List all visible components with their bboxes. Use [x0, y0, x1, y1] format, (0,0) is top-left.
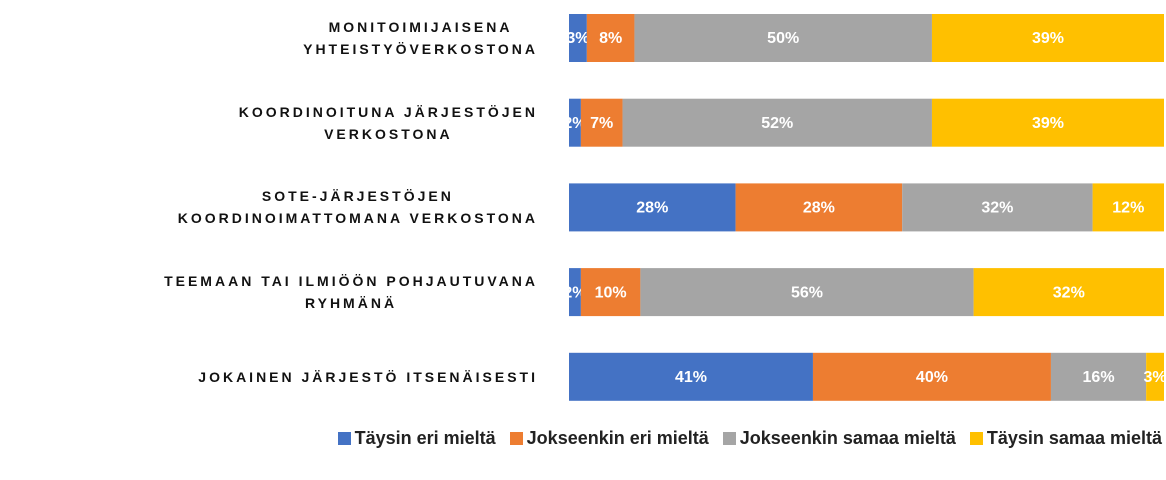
value-label: 41%	[675, 369, 707, 386]
value-label: 40%	[916, 369, 948, 386]
value-label: 32%	[981, 200, 1013, 217]
bar-segment	[586, 14, 635, 62]
value-label: 12%	[1112, 200, 1144, 217]
legend-label: Täysin eri mieltä	[354, 428, 496, 448]
category-label: TEEMAAN TAI ILMIÖÖN POHJAUTUVANA RYHMÄNÄ	[164, 273, 538, 312]
value-label: 56%	[791, 284, 823, 301]
bar-segment	[569, 98, 581, 147]
bar-segment	[622, 98, 932, 147]
value-label: 32%	[1053, 284, 1085, 301]
legend-item: Täysin samaa mieltä	[969, 428, 1162, 449]
value-label: 39%	[1032, 30, 1064, 47]
legend-item: Jokseenkin samaa mieltä	[722, 428, 956, 449]
legend-swatch	[969, 432, 983, 445]
bar-segment	[1050, 352, 1147, 401]
bar-segment	[812, 352, 1051, 401]
bar-segment	[569, 268, 581, 317]
bar-segment	[1146, 352, 1164, 401]
value-label: 52%	[761, 115, 793, 132]
bar-segment	[634, 14, 932, 62]
bar-segment	[640, 268, 974, 317]
value-label: 7%	[590, 115, 613, 132]
legend-item: Täysin eri mieltä	[337, 428, 496, 449]
value-label: 28%	[636, 200, 668, 217]
value-label: 10%	[595, 284, 627, 301]
category-label: SOTE-JÄRJESTÖJEN KOORDINOIMATTOMANA VERK…	[177, 188, 538, 227]
value-label: 28%	[803, 200, 835, 217]
bar-segment	[569, 183, 736, 232]
bar-segment	[931, 98, 1164, 147]
legend-swatch	[337, 432, 351, 445]
bar-segment	[569, 14, 587, 62]
legend-swatch	[722, 432, 736, 445]
category-label: JOKAINEN JÄRJESTÖ ITSENÄISESTI	[198, 368, 538, 385]
legend-label: Jokseenkin samaa mieltä	[739, 428, 956, 448]
value-label: 2%	[563, 284, 586, 301]
value-label: 39%	[1032, 115, 1064, 132]
category-label: MONITOIMIJAISENA YHTEISTYÖVERKOSTONA	[303, 19, 538, 57]
value-label: 16%	[1083, 369, 1115, 386]
value-label: 3%	[1144, 369, 1166, 386]
legend-item: Jokseenkin eri mieltä	[509, 428, 709, 449]
legend-label: Täysin samaa mieltä	[986, 428, 1162, 448]
value-label: 50%	[767, 30, 799, 47]
bar-segment	[580, 268, 641, 317]
value-label: 3%	[566, 30, 589, 47]
bar-segment	[973, 268, 1164, 317]
bar-segment	[580, 98, 623, 147]
value-label: 2%	[563, 115, 586, 132]
value-label: 8%	[599, 30, 622, 47]
bar-segment	[931, 14, 1164, 62]
bar-segment	[569, 352, 813, 401]
bar-segment	[902, 183, 1093, 232]
category-label: KOORDINOITUNA JÄRJESTÖJEN VERKOSTONA	[238, 103, 538, 142]
legend-swatch	[509, 432, 523, 445]
bar-segment	[735, 183, 903, 232]
bar-segment	[1092, 183, 1164, 232]
legend: Täysin eri mieltä Jokseenkin eri mieltä Jo…	[337, 428, 1162, 449]
legend-label: Jokseenkin eri mieltä	[526, 428, 709, 448]
